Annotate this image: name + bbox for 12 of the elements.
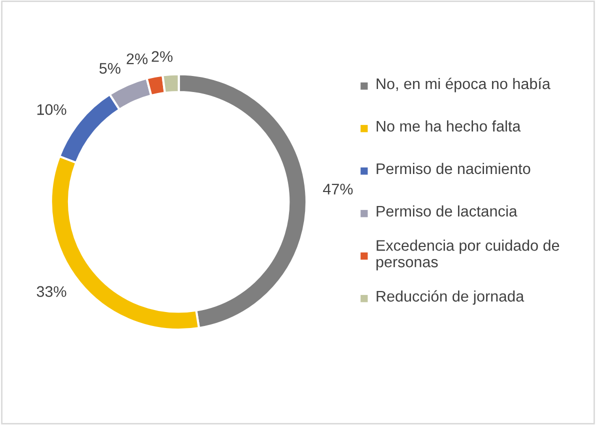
legend-label: No me ha hecho falta <box>376 120 521 132</box>
data-label: 33% <box>36 286 66 297</box>
legend-label: Excedencia por cuidado de personas <box>376 240 560 270</box>
data-label: 10% <box>37 104 66 115</box>
legend-label: No, en mi época no había <box>376 78 550 92</box>
data-label: 2% <box>126 53 148 64</box>
legend-label: Reducción de jornada <box>376 290 524 305</box>
data-label: 2% <box>152 51 173 62</box>
data-label: 5% <box>99 63 120 74</box>
legend-label: Permiso de lactancia <box>376 205 518 217</box>
legend-label: Permiso de nacimiento <box>376 162 530 174</box>
data-label: 47% <box>323 184 353 194</box>
